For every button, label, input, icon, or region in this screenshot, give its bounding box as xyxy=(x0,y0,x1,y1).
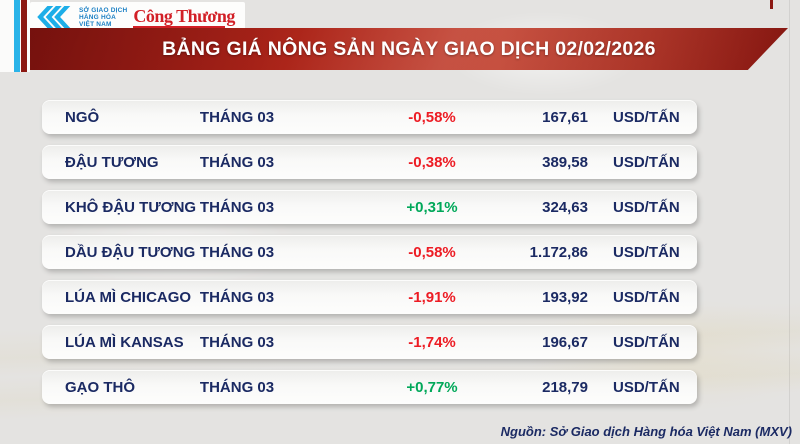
price-value: 324,63 xyxy=(542,198,588,216)
change-value: -0,58% xyxy=(408,108,456,126)
mxv-logo-text: SỞ GIAO DỊCH HÀNG HÓA VIỆT NAM xyxy=(79,7,127,28)
table-row: GẠO THÔ THÁNG 03 +0,77% 218,79 USD/TẤN xyxy=(42,370,697,404)
contract-month: THÁNG 03 xyxy=(199,243,275,261)
price-value: 167,61 xyxy=(542,108,588,126)
cong-thuong-logo-rule xyxy=(133,25,226,28)
table-row: KHÔ ĐẬU TƯƠNG THÁNG 03 +0,31% 324,63 USD… xyxy=(42,190,697,224)
change-value: -0,58% xyxy=(408,243,456,261)
change-value: +0,77% xyxy=(406,378,458,396)
price-table: NGÔ THÁNG 03 -0,58% 167,61 USD/TẤN ĐẬU T… xyxy=(42,100,697,415)
unit-label: USD/TẤN xyxy=(613,108,680,126)
price-value: 1.172,86 xyxy=(529,243,588,261)
commodity-name: GẠO THÔ xyxy=(65,378,135,396)
page-title: BẢNG GIÁ NÔNG SẢN NGÀY GIAO DỊCH 02/02/2… xyxy=(162,38,656,60)
commodity-name: LÚA MÌ KANSAS xyxy=(65,333,184,351)
table-row: NGÔ THÁNG 03 -0,58% 167,61 USD/TẤN xyxy=(42,100,697,134)
price-value: 389,58 xyxy=(542,153,588,171)
table-row: ĐẬU TƯƠNG THÁNG 03 -0,38% 389,58 USD/TẤN xyxy=(42,145,697,179)
title-banner: BẢNG GIÁ NÔNG SẢN NGÀY GIAO DỊCH 02/02/2… xyxy=(30,28,788,70)
unit-label: USD/TẤN xyxy=(613,153,680,171)
change-value: -1,74% xyxy=(408,333,456,351)
mxv-chevrons-icon xyxy=(37,6,71,28)
commodity-name: ĐẬU TƯƠNG xyxy=(65,153,159,171)
commodity-name: KHÔ ĐẬU TƯƠNG xyxy=(65,198,197,216)
page-edge-line xyxy=(789,0,790,444)
commodity-name: DẦU ĐẬU TƯƠNG xyxy=(65,243,196,261)
change-value: -0,38% xyxy=(408,153,456,171)
unit-label: USD/TẤN xyxy=(613,198,680,216)
logo-bar: SỞ GIAO DỊCH HÀNG HÓA VIỆT NAM Công Thươ… xyxy=(30,2,245,32)
mxv-logo-line: HÀNG HÓA xyxy=(79,13,116,21)
contract-month: THÁNG 03 xyxy=(199,288,275,306)
mxv-logo-line: SỞ GIAO DỊCH xyxy=(79,6,128,14)
unit-label: USD/TẤN xyxy=(613,288,680,306)
table-row: LÚA MÌ CHICAGO THÁNG 03 -1,91% 193,92 US… xyxy=(42,280,697,314)
table-row: DẦU ĐẬU TƯƠNG THÁNG 03 -0,58% 1.172,86 U… xyxy=(42,235,697,269)
left-stripe-maroon xyxy=(21,0,27,72)
unit-label: USD/TẤN xyxy=(613,333,680,351)
commodity-name: NGÔ xyxy=(65,108,100,126)
unit-label: USD/TẤN xyxy=(613,378,680,396)
contract-month: THÁNG 03 xyxy=(199,378,275,396)
price-value: 196,67 xyxy=(542,333,588,351)
price-value: 193,92 xyxy=(542,288,588,306)
change-value: +0,31% xyxy=(406,198,458,216)
unit-label: USD/TẤN xyxy=(613,243,680,261)
contract-month: THÁNG 03 xyxy=(199,198,275,216)
mxv-logo: SỞ GIAO DỊCH HÀNG HÓA VIỆT NAM xyxy=(36,6,127,28)
cong-thuong-logo-text: Công Thương xyxy=(133,5,235,26)
contract-month: THÁNG 03 xyxy=(199,108,275,126)
cong-thuong-logo: Công Thương xyxy=(133,5,235,28)
source-credit: Nguồn: Sở Giao dịch Hàng hóa Việt Nam (M… xyxy=(500,424,792,439)
mxv-logo-line: VIỆT NAM xyxy=(79,20,112,28)
left-stripe-cyan xyxy=(14,0,20,72)
table-row: LÚA MÌ KANSAS THÁNG 03 -1,74% 196,67 USD… xyxy=(42,325,697,359)
price-value: 218,79 xyxy=(542,378,588,396)
change-value: -1,91% xyxy=(408,288,456,306)
contract-month: THÁNG 03 xyxy=(199,333,275,351)
top-right-red-mark xyxy=(770,0,773,9)
commodity-name: LÚA MÌ CHICAGO xyxy=(65,288,192,306)
contract-month: THÁNG 03 xyxy=(199,153,275,171)
